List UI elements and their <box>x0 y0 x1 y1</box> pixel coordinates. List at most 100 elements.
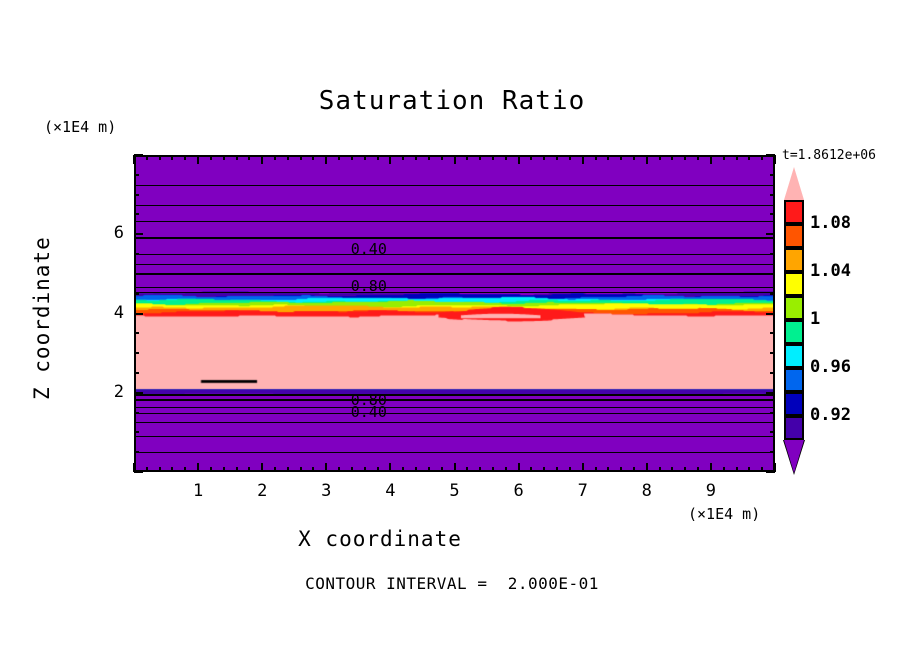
y-minor-tick-right <box>770 352 775 355</box>
page-title: Saturation Ratio <box>318 86 586 116</box>
x-minor-tick <box>620 467 623 472</box>
y-minor-tick <box>134 253 139 256</box>
x-minor-tick-top <box>363 155 366 160</box>
contour-line <box>136 236 773 239</box>
x-minor-tick <box>274 467 277 472</box>
y-major-tick-right <box>766 391 775 394</box>
x-minor-tick <box>145 467 148 472</box>
contour-value-label: 0.40 <box>350 240 387 259</box>
x-minor-tick <box>222 467 225 472</box>
x-minor-tick-top <box>338 155 341 160</box>
x-minor-tick <box>735 467 738 472</box>
contour-value-label: 0.80 <box>350 276 387 295</box>
colorbar-segment <box>784 320 804 344</box>
x-minor-tick <box>568 467 571 472</box>
contour-line <box>136 221 773 223</box>
x-minor-tick <box>594 467 597 472</box>
x-minor-tick-top <box>145 155 148 160</box>
colorbar-tick-label: 1.08 <box>810 213 851 233</box>
x-minor-tick <box>171 467 174 472</box>
x-minor-tick-top <box>184 155 187 160</box>
colorbar-segment <box>784 200 804 224</box>
x-minor-tick-top <box>350 155 353 160</box>
x-minor-tick <box>312 467 315 472</box>
x-minor-tick-top <box>684 155 687 160</box>
x-minor-tick <box>338 467 341 472</box>
x-minor-tick <box>761 467 764 472</box>
x-minor-tick-top <box>235 155 238 160</box>
x-minor-tick-top <box>222 155 225 160</box>
x-tick-label: 1 <box>192 481 204 501</box>
contour-line <box>136 412 773 414</box>
y-minor-tick-right <box>770 272 775 275</box>
y-major-tick-right <box>766 154 775 156</box>
x-minor-tick-top <box>312 155 315 160</box>
colorbar-tick-label: 0.92 <box>810 405 851 425</box>
x-minor-tick-top <box>568 155 571 160</box>
y-major-tick <box>134 391 143 394</box>
x-major-tick-top <box>581 155 584 164</box>
x-minor-tick-top <box>466 155 469 160</box>
colorbar-segment <box>784 344 804 368</box>
x-minor-tick-top <box>299 155 302 160</box>
contour-line <box>136 263 773 265</box>
x-minor-tick-top <box>620 155 623 160</box>
x-minor-tick-top <box>248 155 251 160</box>
y-minor-tick <box>134 451 139 454</box>
x-major-tick <box>325 463 328 472</box>
y-minor-tick-right <box>770 371 775 374</box>
contour-line <box>136 291 773 293</box>
x-minor-tick-top <box>158 155 161 160</box>
x-minor-tick <box>248 467 251 472</box>
y-minor-tick <box>134 213 139 216</box>
x-tick-label: 7 <box>577 481 588 501</box>
x-major-tick-top <box>325 155 328 164</box>
x-minor-tick <box>607 467 610 472</box>
x-major-tick-top <box>709 155 712 164</box>
x-minor-tick <box>415 467 418 472</box>
x-minor-tick-top <box>427 155 430 160</box>
colorbar-top-cap <box>784 167 804 200</box>
x-minor-tick-top <box>607 155 610 160</box>
y-major-tick <box>134 233 143 236</box>
x-minor-tick <box>286 467 289 472</box>
y-minor-tick-right <box>770 253 775 256</box>
x-minor-tick <box>684 467 687 472</box>
x-major-tick-top <box>517 155 520 164</box>
contour-line <box>136 394 773 397</box>
x-minor-tick-top <box>543 155 546 160</box>
y-minor-tick <box>134 292 139 295</box>
y-minor-tick <box>134 352 139 355</box>
contour-line <box>136 436 773 438</box>
contour-line <box>136 398 773 401</box>
colorbar-segment <box>784 272 804 296</box>
x-minor-tick-top <box>761 155 764 160</box>
x-minor-tick <box>491 467 494 472</box>
x-minor-tick <box>697 467 700 472</box>
x-minor-tick-top <box>594 155 597 160</box>
saturation-ratio-field <box>136 157 773 470</box>
contour-line <box>136 286 773 288</box>
x-minor-tick <box>440 467 443 472</box>
x-minor-tick-top <box>479 155 482 160</box>
x-minor-tick-top <box>658 155 661 160</box>
x-minor-tick <box>722 467 725 472</box>
colorbar-segment <box>784 392 804 416</box>
x-axis-title: X coordinate <box>298 527 462 551</box>
y-major-tick <box>134 154 143 156</box>
y-tick-label: 6 <box>113 223 124 244</box>
x-minor-tick <box>543 467 546 472</box>
x-minor-tick <box>658 467 661 472</box>
x-minor-tick-top <box>415 155 418 160</box>
x-minor-tick <box>466 467 469 472</box>
x-minor-tick <box>671 467 674 472</box>
x-major-tick-top <box>453 155 456 164</box>
y-minor-tick <box>134 411 139 414</box>
x-minor-tick <box>363 467 366 472</box>
x-minor-tick-top <box>722 155 725 160</box>
y-minor-tick <box>134 431 139 434</box>
y-minor-tick-right <box>770 213 775 216</box>
x-tick-label: 8 <box>641 481 652 501</box>
x-major-tick-top <box>645 155 648 164</box>
y-minor-tick <box>134 371 139 374</box>
